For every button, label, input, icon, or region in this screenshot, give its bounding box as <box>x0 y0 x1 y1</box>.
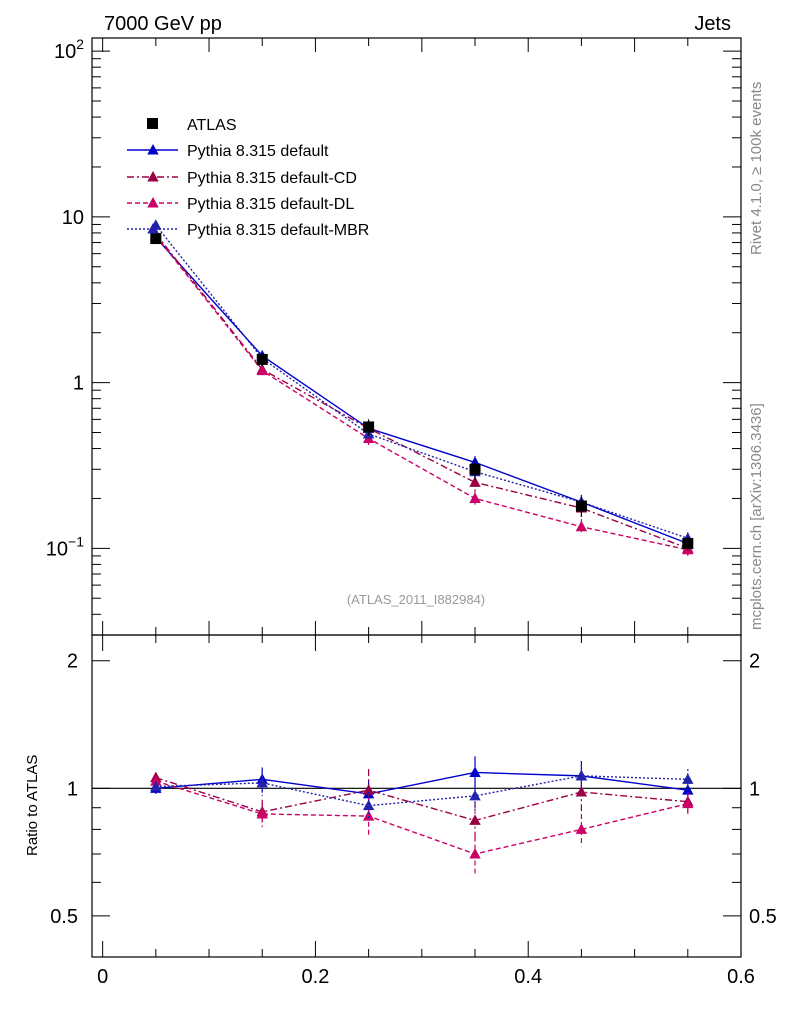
ratio-series-line <box>155 771 688 795</box>
ratio-series-marker <box>575 786 588 797</box>
x-tick-label: 0 <box>97 966 108 988</box>
ratio-series-marker <box>469 814 481 825</box>
data-point <box>469 463 481 475</box>
ratio-series-line <box>155 775 688 807</box>
ratio-series-marker <box>682 773 694 784</box>
rivet-label: Rivet 4.1.0, ≥ 100k events <box>748 82 765 255</box>
ratio-series-line <box>155 780 688 855</box>
legend-marker <box>147 223 159 234</box>
ratio-series-marker <box>256 776 268 788</box>
y-tick-label: 10 <box>62 207 84 229</box>
ratio-y-tick-label-right: 1 <box>749 778 760 800</box>
x-tick-label: 0.4 <box>514 966 542 988</box>
y-tick-label: 10−1 <box>46 533 84 560</box>
ratio-series-marker <box>362 810 375 821</box>
data-series <box>150 233 694 551</box>
ratio-series-marker <box>575 769 588 781</box>
ratio-series-line <box>155 776 688 822</box>
ratio-y-tick-label-right: 0.5 <box>749 906 777 928</box>
legend-label: Pythia 8.315 default-MBR <box>187 222 369 239</box>
beam-label: 7000 GeV pp <box>104 13 222 35</box>
ratio-panel-series <box>150 756 694 874</box>
series-marker <box>256 364 268 376</box>
plot-frames <box>91 37 742 958</box>
ratio-y-tick-label: 2 <box>67 651 78 673</box>
series-4 <box>150 219 694 545</box>
y-tick-label: 1 <box>73 373 84 395</box>
series-1 <box>150 231 694 551</box>
data-point <box>682 537 694 549</box>
legend-marker <box>147 197 159 208</box>
ratio-series-marker <box>469 847 481 859</box>
legend-label-atlas: ATLAS <box>187 117 237 134</box>
ratio-series-marker <box>575 823 588 834</box>
ratio-panel-frame <box>91 634 742 958</box>
series-marker <box>575 520 588 532</box>
legend-label: Pythia 8.315 default-DL <box>187 196 354 213</box>
main-panel-series <box>150 219 694 556</box>
legend: ATLAS Pythia 8.315 default Pythia 8.315 de… <box>127 117 369 239</box>
legend-marker-atlas <box>147 118 158 129</box>
ratio-series-marker <box>150 775 162 786</box>
ratio-axis-ticks: 0.5 0.5 1 1 2 2 0 0.2 0.4 0.6 <box>50 635 777 988</box>
legend-marker <box>147 144 159 155</box>
series-line <box>155 233 689 549</box>
ratio-y-tick-label: 1 <box>67 778 78 800</box>
series-2 <box>150 227 694 555</box>
x-tick-label: 0.2 <box>302 966 330 988</box>
ratio-series-3 <box>150 775 694 874</box>
y-tick-label: 102 <box>54 36 84 63</box>
legend-label: Pythia 8.315 default-CD <box>187 170 357 187</box>
ratio-series-marker <box>469 766 481 777</box>
series-line <box>155 235 688 551</box>
ratio-series-1 <box>150 756 694 808</box>
x-tick-label: 0.6 <box>727 966 755 988</box>
mcplots-label: mcplots.cern.ch [arXiv:1306.3436] <box>748 403 765 630</box>
ratio-y-axis-label: Ratio to ATLAS <box>24 755 41 856</box>
series-line <box>155 237 689 545</box>
legend-label: Pythia 8.315 default <box>187 143 329 160</box>
series-marker <box>469 492 481 503</box>
legend-marker <box>147 171 159 182</box>
ratio-series-marker <box>362 799 375 811</box>
data-point <box>575 500 587 512</box>
series-3 <box>150 229 694 556</box>
ratio-series-marker <box>150 780 162 791</box>
ratio-y-tick-label-right: 2 <box>749 651 760 673</box>
ratio-series-marker <box>682 797 694 809</box>
data-point <box>256 353 268 365</box>
series-line <box>155 224 689 539</box>
series-marker <box>469 476 481 487</box>
ratio-series-marker <box>256 807 268 819</box>
process-label: Jets <box>694 13 731 35</box>
main-axis-ticks: 10−1 1 10 102 <box>46 36 742 636</box>
ratio-series-4 <box>150 761 694 821</box>
data-point <box>150 233 162 245</box>
analysis-label: (ATLAS_2011_I882984) <box>347 592 485 607</box>
ratio-series-marker <box>362 784 375 795</box>
data-point <box>363 421 375 433</box>
ratio-series-marker <box>469 789 481 801</box>
ratio-y-tick-label: 0.5 <box>50 906 78 928</box>
